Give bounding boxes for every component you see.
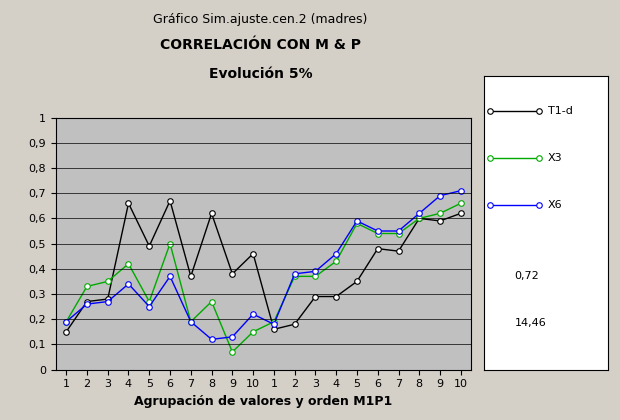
Line: X6: X6 [63, 188, 464, 342]
X3 [104, 279, 112, 284]
X3 [270, 319, 278, 324]
X3 [208, 299, 215, 304]
Text: X3: X3 [548, 153, 563, 163]
X3 [395, 231, 402, 236]
Text: 0,72: 0,72 [515, 270, 539, 281]
T1-d [125, 201, 132, 206]
X6 [312, 269, 319, 274]
T1-d [457, 211, 464, 216]
T1-d [146, 244, 153, 249]
T1-d [291, 322, 298, 327]
X3 [187, 319, 195, 324]
Line: X3: X3 [63, 200, 464, 355]
X6 [229, 334, 236, 339]
X6 [415, 211, 423, 216]
X3 [146, 299, 153, 304]
T1-d [229, 271, 236, 276]
X3 [312, 274, 319, 279]
Text: Evolución 5%: Evolución 5% [208, 67, 312, 81]
T1-d [187, 274, 195, 279]
X3 [63, 319, 70, 324]
Text: CORRELACIÓN CON M & P: CORRELACIÓN CON M & P [160, 38, 361, 52]
X3 [353, 221, 361, 226]
T1-d [270, 327, 278, 332]
X6 [104, 299, 112, 304]
X6 [249, 312, 257, 317]
X6 [63, 319, 70, 324]
X6 [291, 271, 298, 276]
X6 [353, 218, 361, 223]
T1-d [249, 251, 257, 256]
X6 [125, 281, 132, 286]
X3 [436, 211, 444, 216]
T1-d [104, 297, 112, 302]
X3 [415, 216, 423, 221]
X6 [146, 304, 153, 309]
Text: 14,46: 14,46 [515, 318, 546, 328]
T1-d [83, 299, 91, 304]
T1-d [353, 279, 361, 284]
X3 [125, 261, 132, 266]
Text: T1-d: T1-d [548, 106, 573, 116]
X3 [83, 284, 91, 289]
T1-d [332, 294, 340, 299]
X-axis label: Agrupación de valores y orden M1P1: Agrupación de valores y orden M1P1 [135, 395, 392, 408]
X6 [83, 302, 91, 307]
X6 [270, 322, 278, 327]
T1-d [374, 246, 381, 251]
T1-d [312, 294, 319, 299]
X3 [166, 241, 174, 246]
X3 [249, 329, 257, 334]
T1-d [208, 211, 215, 216]
Text: X6: X6 [548, 200, 563, 210]
X6 [395, 228, 402, 234]
X3 [374, 231, 381, 236]
X3 [332, 259, 340, 264]
X6 [166, 274, 174, 279]
T1-d [166, 198, 174, 203]
X3 [229, 349, 236, 354]
X6 [436, 193, 444, 198]
X3 [457, 201, 464, 206]
X6 [332, 251, 340, 256]
T1-d [436, 218, 444, 223]
X3 [291, 274, 298, 279]
T1-d [63, 329, 70, 334]
Text: Gráfico Sim.ajuste.cen.2 (madres): Gráfico Sim.ajuste.cen.2 (madres) [153, 13, 368, 26]
T1-d [415, 216, 423, 221]
Line: T1-d: T1-d [63, 198, 464, 335]
X6 [374, 228, 381, 234]
T1-d [395, 249, 402, 254]
X6 [457, 188, 464, 193]
X6 [187, 319, 195, 324]
X6 [208, 337, 215, 342]
